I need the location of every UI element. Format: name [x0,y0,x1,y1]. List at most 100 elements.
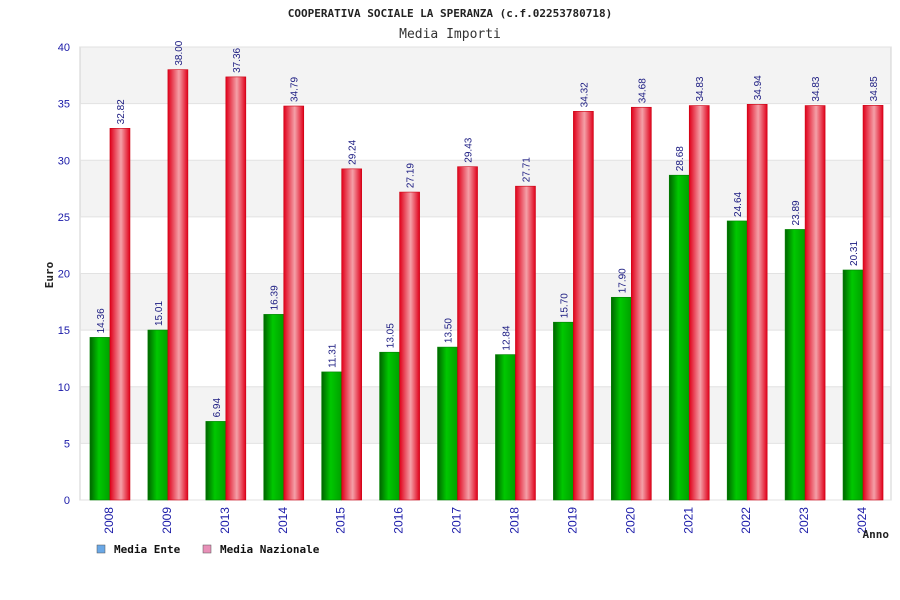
bar-media-ente-2008 [89,337,111,501]
data-label: 16.39 [270,285,281,310]
legend-swatch-media-ente [96,544,106,554]
y-tick-label: 10 [58,382,70,394]
plot-band [80,103,891,161]
y-tick-label: 40 [58,42,70,54]
bar-media-ente-2017 [437,346,458,501]
x-axis-label: Anno [863,528,890,541]
y-tick-label: 25 [58,212,70,224]
bar-media-ente-2014 [263,314,285,501]
x-tick-label: 2015 [334,507,348,534]
bar-media-ente-2024 [842,269,864,501]
y-axis-label: Euro [43,261,56,288]
data-label: 34.83 [695,76,706,101]
plot-band [80,330,891,387]
plot-band [80,386,891,444]
data-label: 34.32 [579,82,590,107]
x-tick-label: 2013 [218,507,232,534]
data-label: 38.00 [174,40,185,65]
x-tick-label: 2020 [623,507,637,534]
bar-media-ente-2021 [668,174,690,501]
bar-media-nazionale-2008 [109,128,131,501]
data-label: 34.83 [811,76,822,101]
data-label: 27.19 [406,163,417,188]
bar-media-nazionale-2017 [457,166,478,501]
data-label: 29.24 [348,139,359,164]
bar-media-nazionale-2016 [399,191,420,501]
bar-media-nazionale-2009 [167,69,189,501]
bar-media-ente-2009 [147,329,169,501]
x-tick-label: 2022 [739,507,753,534]
y-tick-label: 5 [64,438,70,450]
x-tick-label: 2009 [160,507,174,534]
y-tick-label: 0 [64,495,70,507]
data-label: 34.94 [753,75,764,100]
data-labels: 14.36 32.82 15.01 38.00 6.94 37.36 16.39 34.79 1… [96,40,880,417]
y-tick-label: 20 [58,269,70,281]
x-tick-label: 2019 [565,507,579,534]
legend-swatch-media-nazionale [202,544,212,554]
bar-media-ente-2013 [205,421,227,501]
x-tick-label: 2023 [797,507,811,534]
bar-media-nazionale-2023 [804,105,826,501]
bar-media-ente-2022 [726,220,748,501]
bar-media-ente-2023 [784,229,806,501]
data-label: 34.85 [869,76,880,101]
data-label: 13.05 [386,323,397,348]
x-tick-label: 2008 [102,507,116,534]
data-label: 34.79 [290,77,301,102]
plot-band [80,47,891,104]
plot-band [80,273,891,331]
bar-media-nazionale-2020 [631,106,652,501]
x-tick-label: 2024 [855,507,869,534]
bar-media-nazionale-2013 [225,76,247,501]
chart-title: COOPERATIVA SOCIALE LA SPERANZA (c.f.022… [288,7,613,20]
data-label: 34.68 [637,78,648,103]
data-label: 20.31 [849,241,860,266]
bars [89,69,884,501]
bar-media-ente-2018 [495,354,516,501]
x-tick-label: 2016 [392,507,406,534]
bar-media-nazionale-2014 [283,105,305,501]
bar-media-nazionale-2019 [573,111,594,501]
data-label: 11.31 [328,343,339,368]
bar-media-nazionale-2024 [862,105,884,501]
chart-subtitle: Media Importi [399,27,501,42]
y-tick-label: 30 [58,155,70,167]
legend-label-media-ente: Media Ente [114,543,181,556]
data-label: 32.82 [116,99,127,124]
data-label: 29.43 [464,137,475,162]
plot-band [80,216,891,274]
bar-media-ente-2020 [611,296,632,501]
bar-media-nazionale-2018 [515,185,536,501]
plot-band [80,160,891,217]
data-label: 15.01 [154,301,165,326]
x-axis-ticks: 2008 2009 2013 2014 2015 2016 2017 2018 2019 2020… [102,507,869,534]
bar-media-ente-2016 [379,351,400,501]
data-label: 27.71 [521,157,532,182]
bar-media-ente-2015 [321,371,342,501]
data-label: 12.84 [501,325,512,350]
data-label: 15.70 [559,293,570,318]
bar-media-nazionale-2015 [341,168,362,501]
data-label: 17.90 [617,268,628,293]
legend-label-media-nazionale: Media Nazionale [220,543,320,556]
bar-media-nazionale-2021 [688,105,710,501]
data-label: 37.36 [232,47,243,72]
data-label: 6.94 [212,398,223,418]
bar-media-ente-2019 [553,321,574,501]
y-axis-ticks: 0 5 10 15 20 25 30 35 40 [58,42,70,507]
bar-media-nazionale-2022 [746,104,768,501]
plot-band [80,443,891,500]
legend: Media Ente Media Nazionale [96,543,320,556]
x-tick-label: 2014 [276,507,290,534]
data-label: 23.89 [791,200,802,225]
y-tick-label: 35 [58,99,70,111]
data-label: 28.68 [675,146,686,171]
x-tick-label: 2021 [681,507,695,534]
x-tick-label: 2017 [450,507,464,534]
data-label: 14.36 [96,308,107,333]
data-label: 13.50 [444,318,455,343]
x-tick-label: 2018 [507,507,521,534]
y-tick-label: 15 [58,325,70,337]
